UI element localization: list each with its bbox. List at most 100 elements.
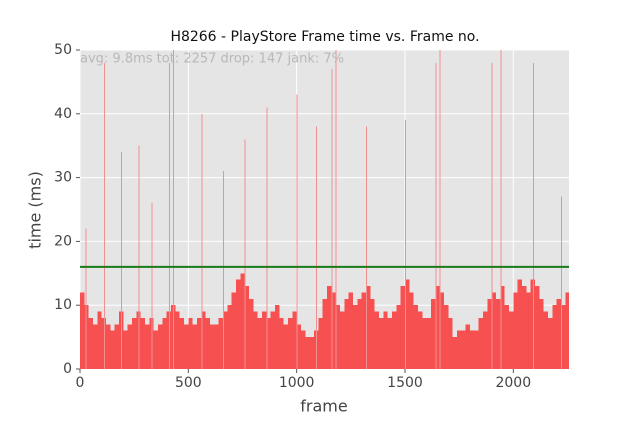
x-tick-label: 500 xyxy=(175,375,202,391)
x-tick-label: 1500 xyxy=(387,375,423,391)
bar xyxy=(383,311,388,369)
bar xyxy=(131,317,137,369)
bar xyxy=(352,305,358,369)
bar xyxy=(456,330,462,369)
bar xyxy=(469,330,475,369)
bar xyxy=(253,311,258,369)
bar xyxy=(500,50,502,369)
bar xyxy=(361,292,366,369)
bar xyxy=(244,139,246,369)
bar xyxy=(279,317,284,369)
bar xyxy=(539,298,544,369)
bar xyxy=(409,292,414,369)
bar xyxy=(248,298,254,369)
bar xyxy=(517,279,522,369)
bar xyxy=(565,292,569,369)
bar xyxy=(404,279,410,369)
bar xyxy=(461,330,466,369)
y-tick-label: 30 xyxy=(54,170,72,186)
bar xyxy=(300,330,306,369)
bar xyxy=(240,273,245,369)
bar xyxy=(326,286,332,369)
bar xyxy=(508,311,514,369)
bar xyxy=(110,330,115,369)
bar xyxy=(274,305,280,369)
bar xyxy=(400,286,405,369)
bar xyxy=(374,311,379,369)
bar xyxy=(365,286,371,369)
bar xyxy=(227,305,232,369)
y-tick-label: 10 xyxy=(54,297,72,313)
bar xyxy=(491,62,493,369)
x-tick-label: 1000 xyxy=(279,375,315,391)
bar xyxy=(430,298,436,369)
bar xyxy=(103,62,105,369)
annotation: avg: 9.8ms tot: 2257 drop: 147 jank: 7% xyxy=(80,52,344,67)
bar xyxy=(201,311,206,369)
bar xyxy=(88,317,93,369)
bar xyxy=(114,324,119,369)
bar xyxy=(560,305,566,369)
bar xyxy=(123,330,128,369)
bar xyxy=(526,292,531,369)
bar xyxy=(452,337,457,369)
bar xyxy=(183,324,189,369)
bar xyxy=(422,317,427,369)
bar xyxy=(465,324,470,369)
bar xyxy=(348,292,353,369)
bar xyxy=(235,279,241,369)
bar xyxy=(209,324,215,369)
bar xyxy=(192,324,197,369)
bar xyxy=(144,324,150,369)
bar xyxy=(266,317,271,369)
bar xyxy=(417,311,423,369)
bar xyxy=(222,171,224,369)
bar xyxy=(105,324,111,369)
bar xyxy=(162,317,167,369)
bar xyxy=(504,305,509,369)
x-tick-label: 0 xyxy=(76,375,85,391)
bar xyxy=(387,317,392,369)
bar xyxy=(157,324,163,369)
bar xyxy=(218,317,223,369)
bar xyxy=(140,317,145,369)
bar xyxy=(396,305,401,369)
bar xyxy=(331,292,336,369)
bar xyxy=(500,286,505,369)
bar xyxy=(534,286,540,369)
bar xyxy=(84,305,89,369)
bar xyxy=(322,298,327,369)
bar xyxy=(244,286,249,369)
bar xyxy=(318,317,323,369)
bar xyxy=(435,286,440,369)
bar xyxy=(474,330,479,369)
bar xyxy=(335,305,340,369)
bar xyxy=(404,120,406,370)
bar xyxy=(435,62,437,369)
y-axis-label: time (ms) xyxy=(26,171,45,249)
bar xyxy=(196,317,202,369)
bar xyxy=(175,311,180,369)
bar xyxy=(168,62,170,369)
bar xyxy=(552,305,557,369)
x-tick-label: 2000 xyxy=(495,375,531,391)
bar xyxy=(482,311,488,369)
y-tick-label: 50 xyxy=(54,42,72,58)
bar xyxy=(292,311,297,369)
bar xyxy=(370,298,375,369)
bar xyxy=(478,317,483,369)
bar xyxy=(222,311,228,369)
bar xyxy=(556,298,561,369)
bar xyxy=(439,292,444,369)
bar xyxy=(270,311,275,369)
bar xyxy=(560,196,562,369)
bar xyxy=(151,203,153,369)
bar xyxy=(448,317,453,369)
y-tick-label: 20 xyxy=(54,233,72,249)
bar xyxy=(188,317,193,369)
bar xyxy=(257,317,262,369)
bar xyxy=(316,126,318,369)
bar xyxy=(80,292,85,369)
bar xyxy=(127,324,132,369)
